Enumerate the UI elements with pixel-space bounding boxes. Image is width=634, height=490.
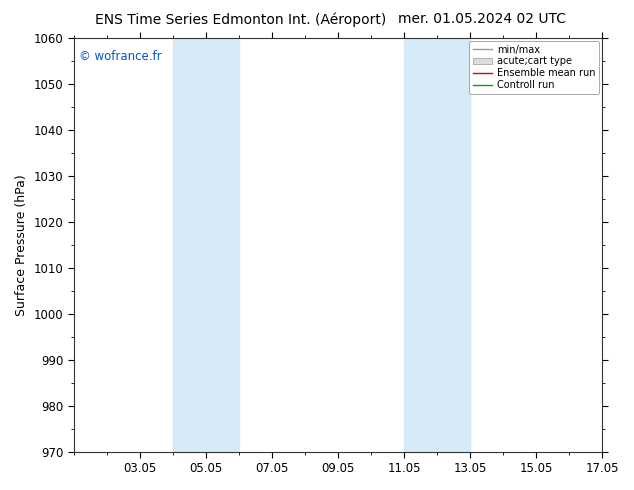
Text: ENS Time Series Edmonton Int. (Aéroport): ENS Time Series Edmonton Int. (Aéroport) xyxy=(95,12,387,27)
Bar xyxy=(173,38,206,452)
Y-axis label: Surface Pressure (hPa): Surface Pressure (hPa) xyxy=(15,174,28,316)
Bar xyxy=(437,38,470,452)
Text: © wofrance.fr: © wofrance.fr xyxy=(79,50,162,63)
Text: mer. 01.05.2024 02 UTC: mer. 01.05.2024 02 UTC xyxy=(398,12,566,26)
Legend: min/max, acute;cart type, Ensemble mean run, Controll run: min/max, acute;cart type, Ensemble mean … xyxy=(469,41,599,94)
Bar xyxy=(206,38,239,452)
Bar xyxy=(404,38,437,452)
